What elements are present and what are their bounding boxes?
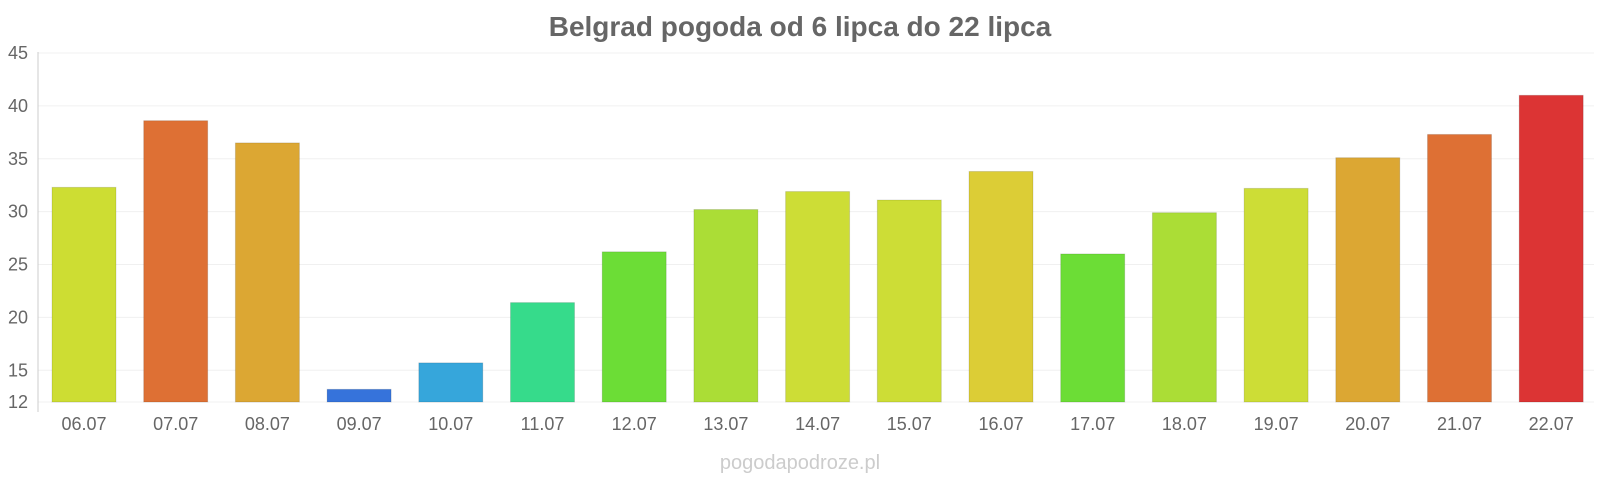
bar-08.07[interactable] [234, 142, 300, 403]
y-tick-label: 15 [8, 360, 28, 380]
bar-13.07[interactable] [693, 209, 759, 403]
x-tick-label: 13.07 [703, 414, 748, 434]
y-tick-label: 30 [8, 202, 28, 222]
x-tick-label: 11.07 [521, 414, 565, 434]
x-tick-label: 09.07 [337, 414, 382, 434]
y-tick-label: 12 [8, 392, 28, 412]
x-tick-label: 20.07 [1345, 414, 1390, 434]
x-tick-label: 21.07 [1437, 414, 1482, 434]
bar-17.07[interactable] [1060, 253, 1126, 403]
x-tick-label: 12.07 [612, 414, 657, 434]
x-tick-label: 07.07 [153, 414, 198, 434]
bar-20.07[interactable] [1335, 157, 1401, 403]
chart-title: Belgrad pogoda od 6 lipca do 22 lipca [549, 11, 1052, 42]
y-axis-ticks: 12 15 20 25 30 35 40 45 [8, 43, 28, 412]
bar-15.07[interactable] [876, 199, 942, 403]
bar-16.07[interactable] [968, 170, 1034, 403]
y-tick-label: 40 [8, 96, 28, 116]
x-tick-label: 08.07 [245, 414, 290, 434]
watermark-text: pogodapodroze.pl [720, 452, 880, 474]
bar-09.07[interactable] [326, 388, 392, 403]
x-axis-ticks: 06.07 07.07 08.07 09.07 10.07 11.07 12.07 13.07… [61, 414, 1573, 434]
y-tick-label: 25 [8, 255, 28, 275]
x-tick-label: 22.07 [1529, 414, 1574, 434]
y-tick-label: 35 [8, 149, 28, 169]
bars [51, 94, 1584, 403]
bar-07.07[interactable] [143, 120, 209, 403]
bar-11.07[interactable] [510, 302, 575, 403]
x-tick-label: 14.07 [795, 414, 840, 434]
x-tick-label: 19.07 [1254, 414, 1299, 434]
bar-12.07[interactable] [601, 251, 667, 403]
x-tick-label: 06.07 [61, 414, 106, 434]
x-tick-label: 18.07 [1162, 414, 1207, 434]
x-tick-label: 16.07 [978, 414, 1023, 434]
bar-10.07[interactable] [418, 362, 484, 403]
bar-22.07[interactable] [1518, 94, 1584, 403]
y-tick-label: 45 [8, 43, 28, 63]
x-tick-label: 17.07 [1070, 414, 1115, 434]
bar-21.07[interactable] [1427, 133, 1492, 403]
bar-18.07[interactable] [1151, 212, 1217, 403]
bar-14.07[interactable] [785, 191, 851, 403]
bar-19.07[interactable] [1243, 187, 1309, 403]
x-tick-label: 15.07 [887, 414, 932, 434]
bar-06.07[interactable] [51, 186, 117, 403]
y-tick-label: 20 [8, 307, 28, 327]
x-tick-label: 10.07 [428, 414, 473, 434]
